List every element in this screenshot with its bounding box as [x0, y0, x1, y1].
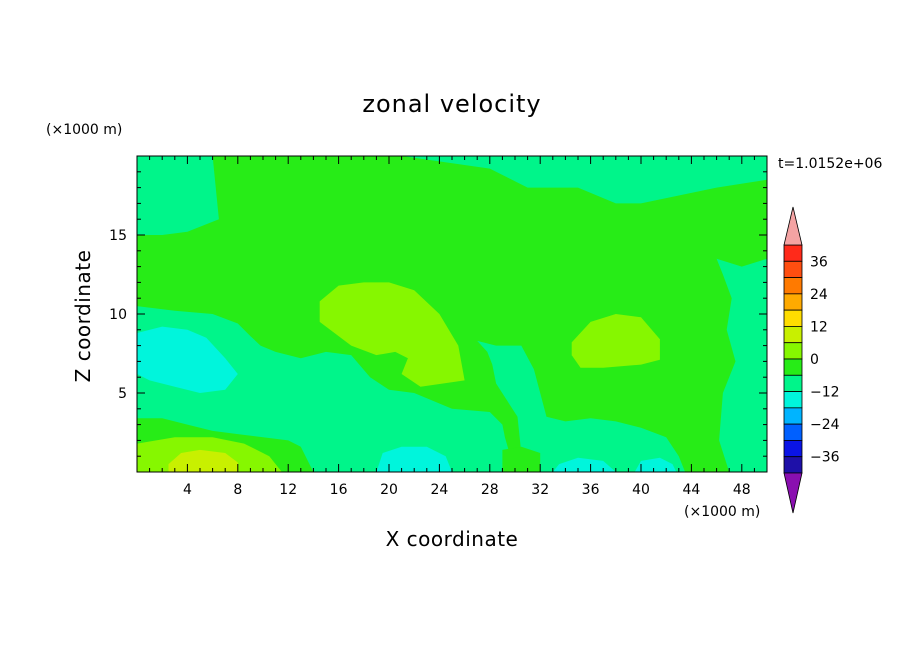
y-axis: 5 10 15: [109, 171, 767, 457]
colorbar-level: [783, 244, 803, 262]
colorbar-level: [783, 440, 803, 458]
x-unit-label: (×1000 m): [684, 504, 760, 520]
contour-field: [137, 156, 767, 472]
x-tick-label: 16: [330, 482, 348, 498]
x-tick-label: 4: [183, 482, 192, 498]
x-tick-label: 32: [531, 482, 549, 498]
contour-region: [716, 258, 767, 472]
x-axis-label: X coordinate: [386, 527, 519, 551]
chart-title: zonal velocity: [362, 90, 541, 118]
colorbar-level: [783, 358, 803, 376]
colorbar-level: [783, 260, 803, 278]
time-label: t=1.0152e+06: [778, 156, 882, 172]
colorbar-level: [783, 374, 803, 392]
x-tick-label: 48: [733, 482, 751, 498]
y-tick-label: 15: [109, 228, 127, 244]
colorbar-tick-label: −24: [810, 417, 840, 433]
x-axis: 4 8 12 16 20 24 28 32 36 40 44 48: [149, 156, 755, 498]
colorbar-tick-label: 24: [810, 287, 828, 303]
contour-region: [137, 326, 238, 393]
contour-region: [225, 156, 767, 204]
colorbar-level: [783, 342, 803, 360]
colorbar-tick-label: 12: [810, 319, 828, 335]
y-unit-label: (×1000 m): [46, 122, 122, 138]
y-tick-label: 10: [109, 307, 127, 323]
contour-region: [376, 446, 452, 472]
contour-region: [319, 282, 465, 387]
colorbar-level: [783, 277, 803, 295]
contour-region: [477, 340, 686, 472]
y-tick-label: 5: [118, 386, 127, 402]
x-tick-label: 40: [632, 482, 650, 498]
contour-region: [137, 156, 219, 235]
colorbar: 36 24 12 0 −12 −24 −36: [783, 206, 840, 514]
contour-region: [571, 314, 660, 368]
colorbar-level: [783, 293, 803, 311]
colorbar-level: [783, 456, 803, 474]
colorbar-over-arrow: [783, 206, 803, 246]
colorbar-level: [783, 309, 803, 327]
contour-region: [502, 446, 541, 472]
contour-region: [137, 306, 515, 472]
colorbar-level: [783, 407, 803, 425]
x-tick-label: 24: [430, 482, 448, 498]
colorbar-level: [783, 423, 803, 441]
colorbar-level: [783, 326, 803, 344]
colorbar-tick-label: 36: [810, 254, 828, 270]
x-tick-label: 28: [481, 482, 499, 498]
x-tick-label: 12: [279, 482, 297, 498]
x-tick-label: 44: [682, 482, 700, 498]
contour-region: [168, 449, 238, 472]
colorbar-tick-label: 0: [810, 352, 819, 368]
colorbar-level: [783, 391, 803, 409]
contour-region: [552, 457, 616, 472]
colorbar-tick-label: −36: [810, 450, 840, 466]
x-tick-label: 8: [233, 482, 242, 498]
y-axis-label: Z coordinate: [71, 250, 95, 383]
colorbar-under-arrow: [783, 472, 803, 514]
colorbar-tick-label: −12: [810, 385, 840, 401]
x-tick-label: 20: [380, 482, 398, 498]
x-tick-label: 36: [582, 482, 600, 498]
